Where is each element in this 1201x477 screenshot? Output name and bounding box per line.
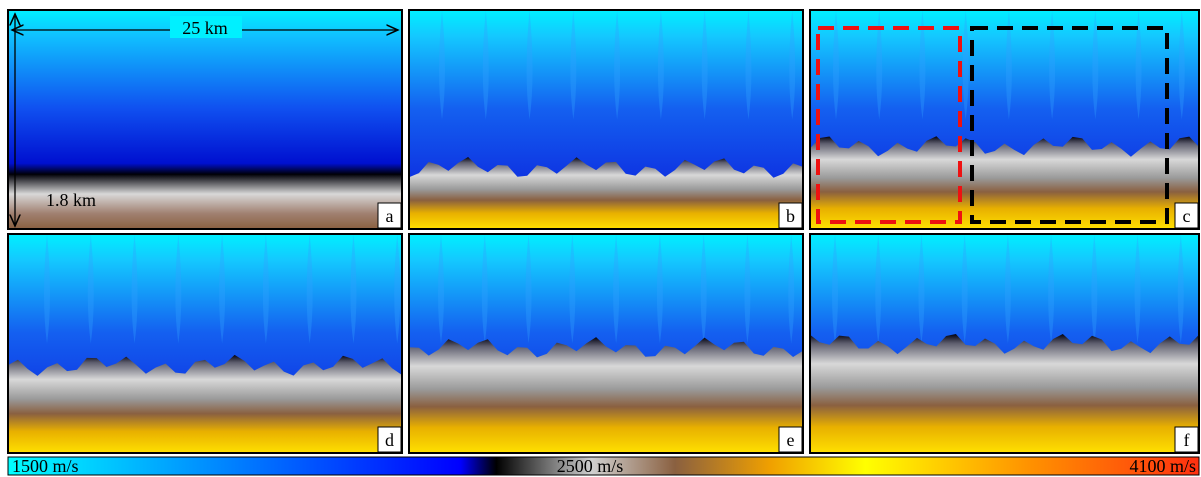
depth-label: 1.8 km: [46, 190, 96, 210]
figure: abcdef 1500 m/s 2500 m/s 4100 m/s 25 km …: [0, 0, 1201, 477]
colorbar-max: 4100 m/s: [1129, 456, 1196, 476]
panel-letter: f: [1184, 430, 1190, 450]
panel: c: [810, 10, 1199, 229]
panel-letter: a: [386, 206, 394, 226]
page: abcdef 1500 m/s 2500 m/s 4100 m/s 25 km …: [0, 0, 1201, 477]
panels: a b c d e f: [8, 10, 1199, 453]
colorbar-mid: 2500 m/s: [557, 456, 624, 476]
width-label: 25 km: [182, 18, 228, 38]
sediment: [810, 136, 1199, 229]
panel-letter: d: [385, 430, 394, 450]
panel: b: [409, 10, 803, 229]
colorbar: 1500 m/s 2500 m/s 4100 m/s: [8, 456, 1199, 476]
sediment: [409, 337, 803, 453]
colorbar-min: 1500 m/s: [12, 456, 79, 476]
panel-letter: b: [786, 206, 795, 226]
panel: d: [8, 234, 402, 453]
panel-letter: e: [787, 430, 795, 450]
panel-letter: c: [1183, 206, 1191, 226]
panel: f: [810, 234, 1199, 453]
panel: e: [409, 234, 803, 453]
